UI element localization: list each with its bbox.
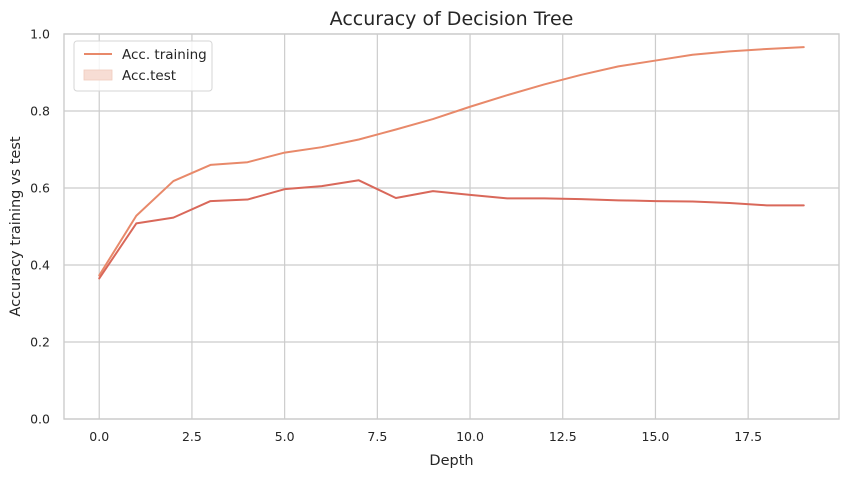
y-tick-label: 0.6 <box>30 181 50 196</box>
y-tick-label: 0.2 <box>30 335 50 350</box>
y-tick-labels: 0.0 0.2 0.4 0.6 0.8 1.0 <box>30 27 50 427</box>
x-tick-label: 12.5 <box>549 429 577 444</box>
legend-label: Acc. training <box>122 47 207 63</box>
grid <box>64 33 839 420</box>
legend: Acc. training Acc.test <box>73 40 213 92</box>
x-tick-labels: 0.0 2.5 5.0 7.5 10.0 12.5 15.0 17.5 <box>89 429 762 444</box>
x-tick-label: 10.0 <box>456 429 484 444</box>
plot-frame <box>63 33 840 420</box>
series-layer <box>98 46 805 280</box>
chart-title: Accuracy of Decision Tree <box>330 8 574 30</box>
x-tick-label: 5.0 <box>275 429 295 444</box>
series-line-training <box>98 46 805 277</box>
x-tick-label: 7.5 <box>367 429 387 444</box>
x-tick-label: 0.0 <box>89 429 109 444</box>
x-axis-label: Depth <box>429 453 473 469</box>
legend-label: Acc.test <box>122 68 176 84</box>
y-tick-label: 0.4 <box>30 258 50 273</box>
x-tick-label: 15.0 <box>642 429 670 444</box>
y-tick-label: 0.0 <box>30 412 50 427</box>
x-tick-label: 2.5 <box>182 429 202 444</box>
x-tick-label: 17.5 <box>734 429 762 444</box>
plot-border <box>63 33 840 420</box>
y-tick-label: 0.8 <box>30 104 50 119</box>
y-tick-label: 1.0 <box>30 27 50 42</box>
y-axis-label: Accuracy training vs test <box>8 136 24 316</box>
series-line-test <box>98 179 805 280</box>
legend-swatch-patch <box>83 69 113 81</box>
